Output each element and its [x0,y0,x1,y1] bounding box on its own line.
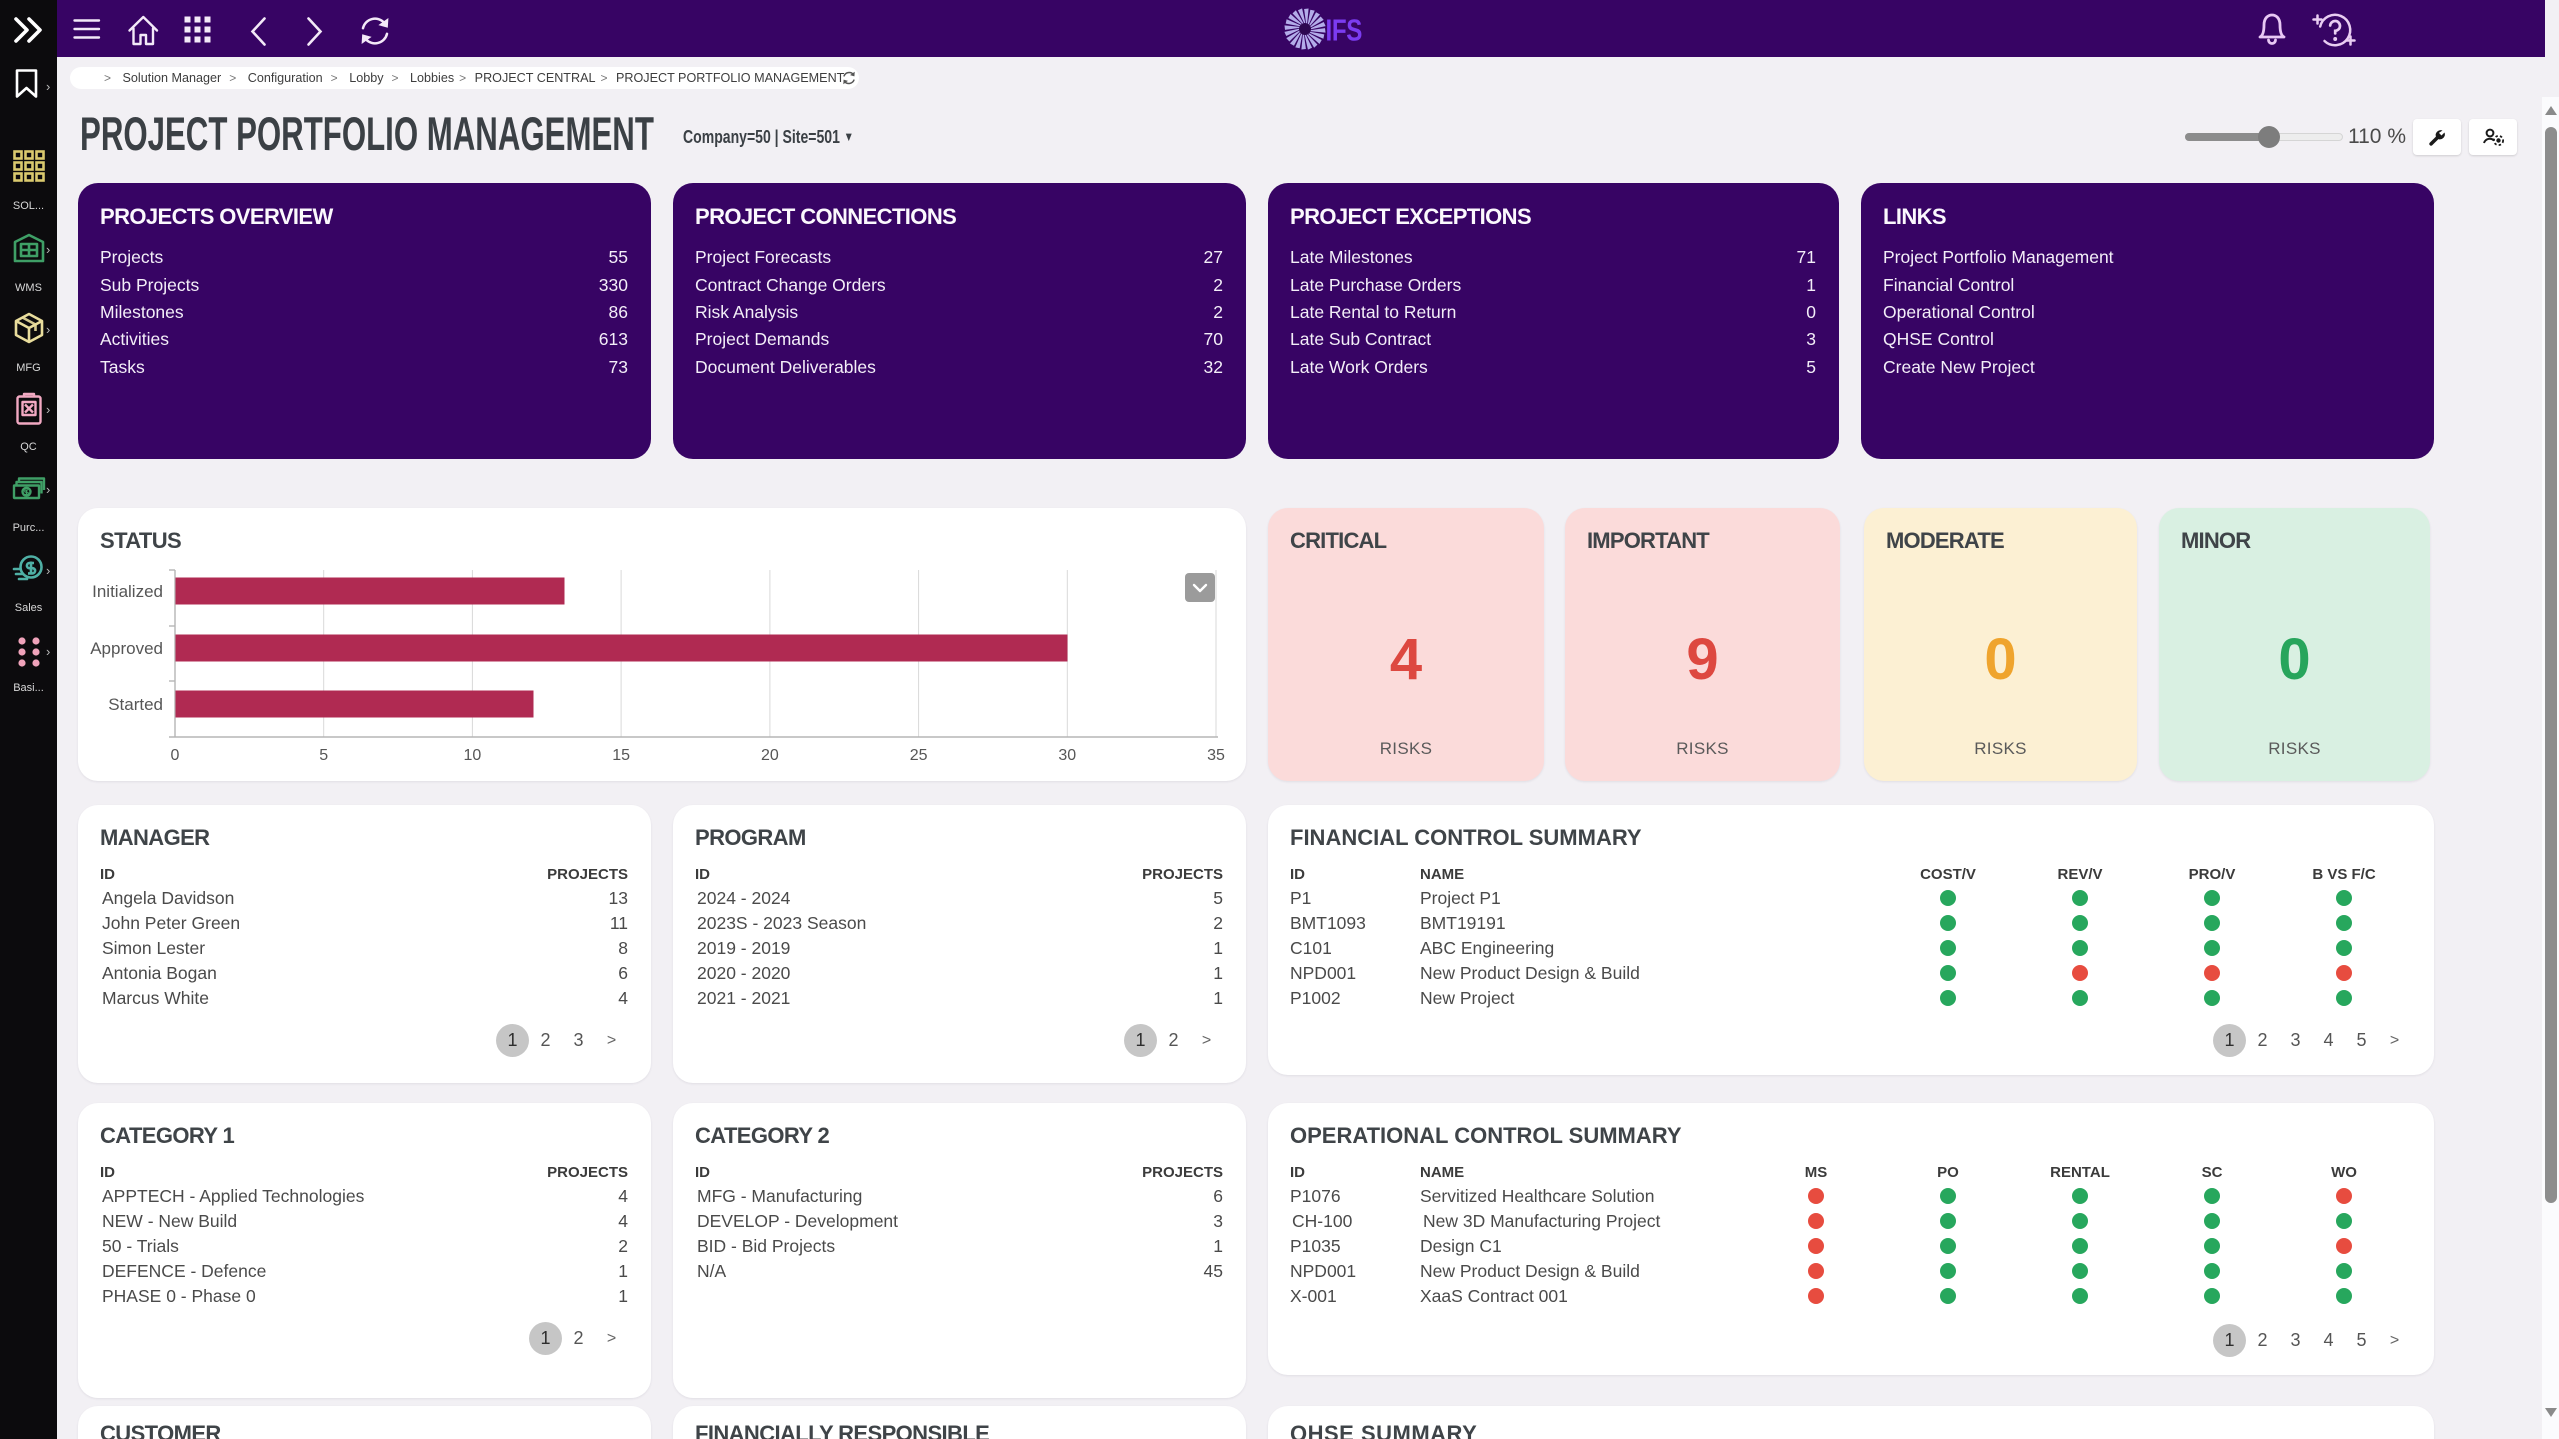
svg-text:Started: Started [108,695,163,714]
svg-text:0: 0 [171,747,180,764]
svg-text:Approved: Approved [90,639,163,658]
svg-text:30: 30 [1058,747,1076,764]
svg-text:15: 15 [612,747,630,764]
svg-text:25: 25 [910,747,928,764]
svg-text:35: 35 [1207,747,1225,764]
svg-text:Initialized: Initialized [92,582,163,601]
svg-text:IFS: IFS [1326,13,1362,48]
svg-text:10: 10 [464,747,482,764]
svg-text:5: 5 [319,747,328,764]
svg-text:20: 20 [761,747,779,764]
